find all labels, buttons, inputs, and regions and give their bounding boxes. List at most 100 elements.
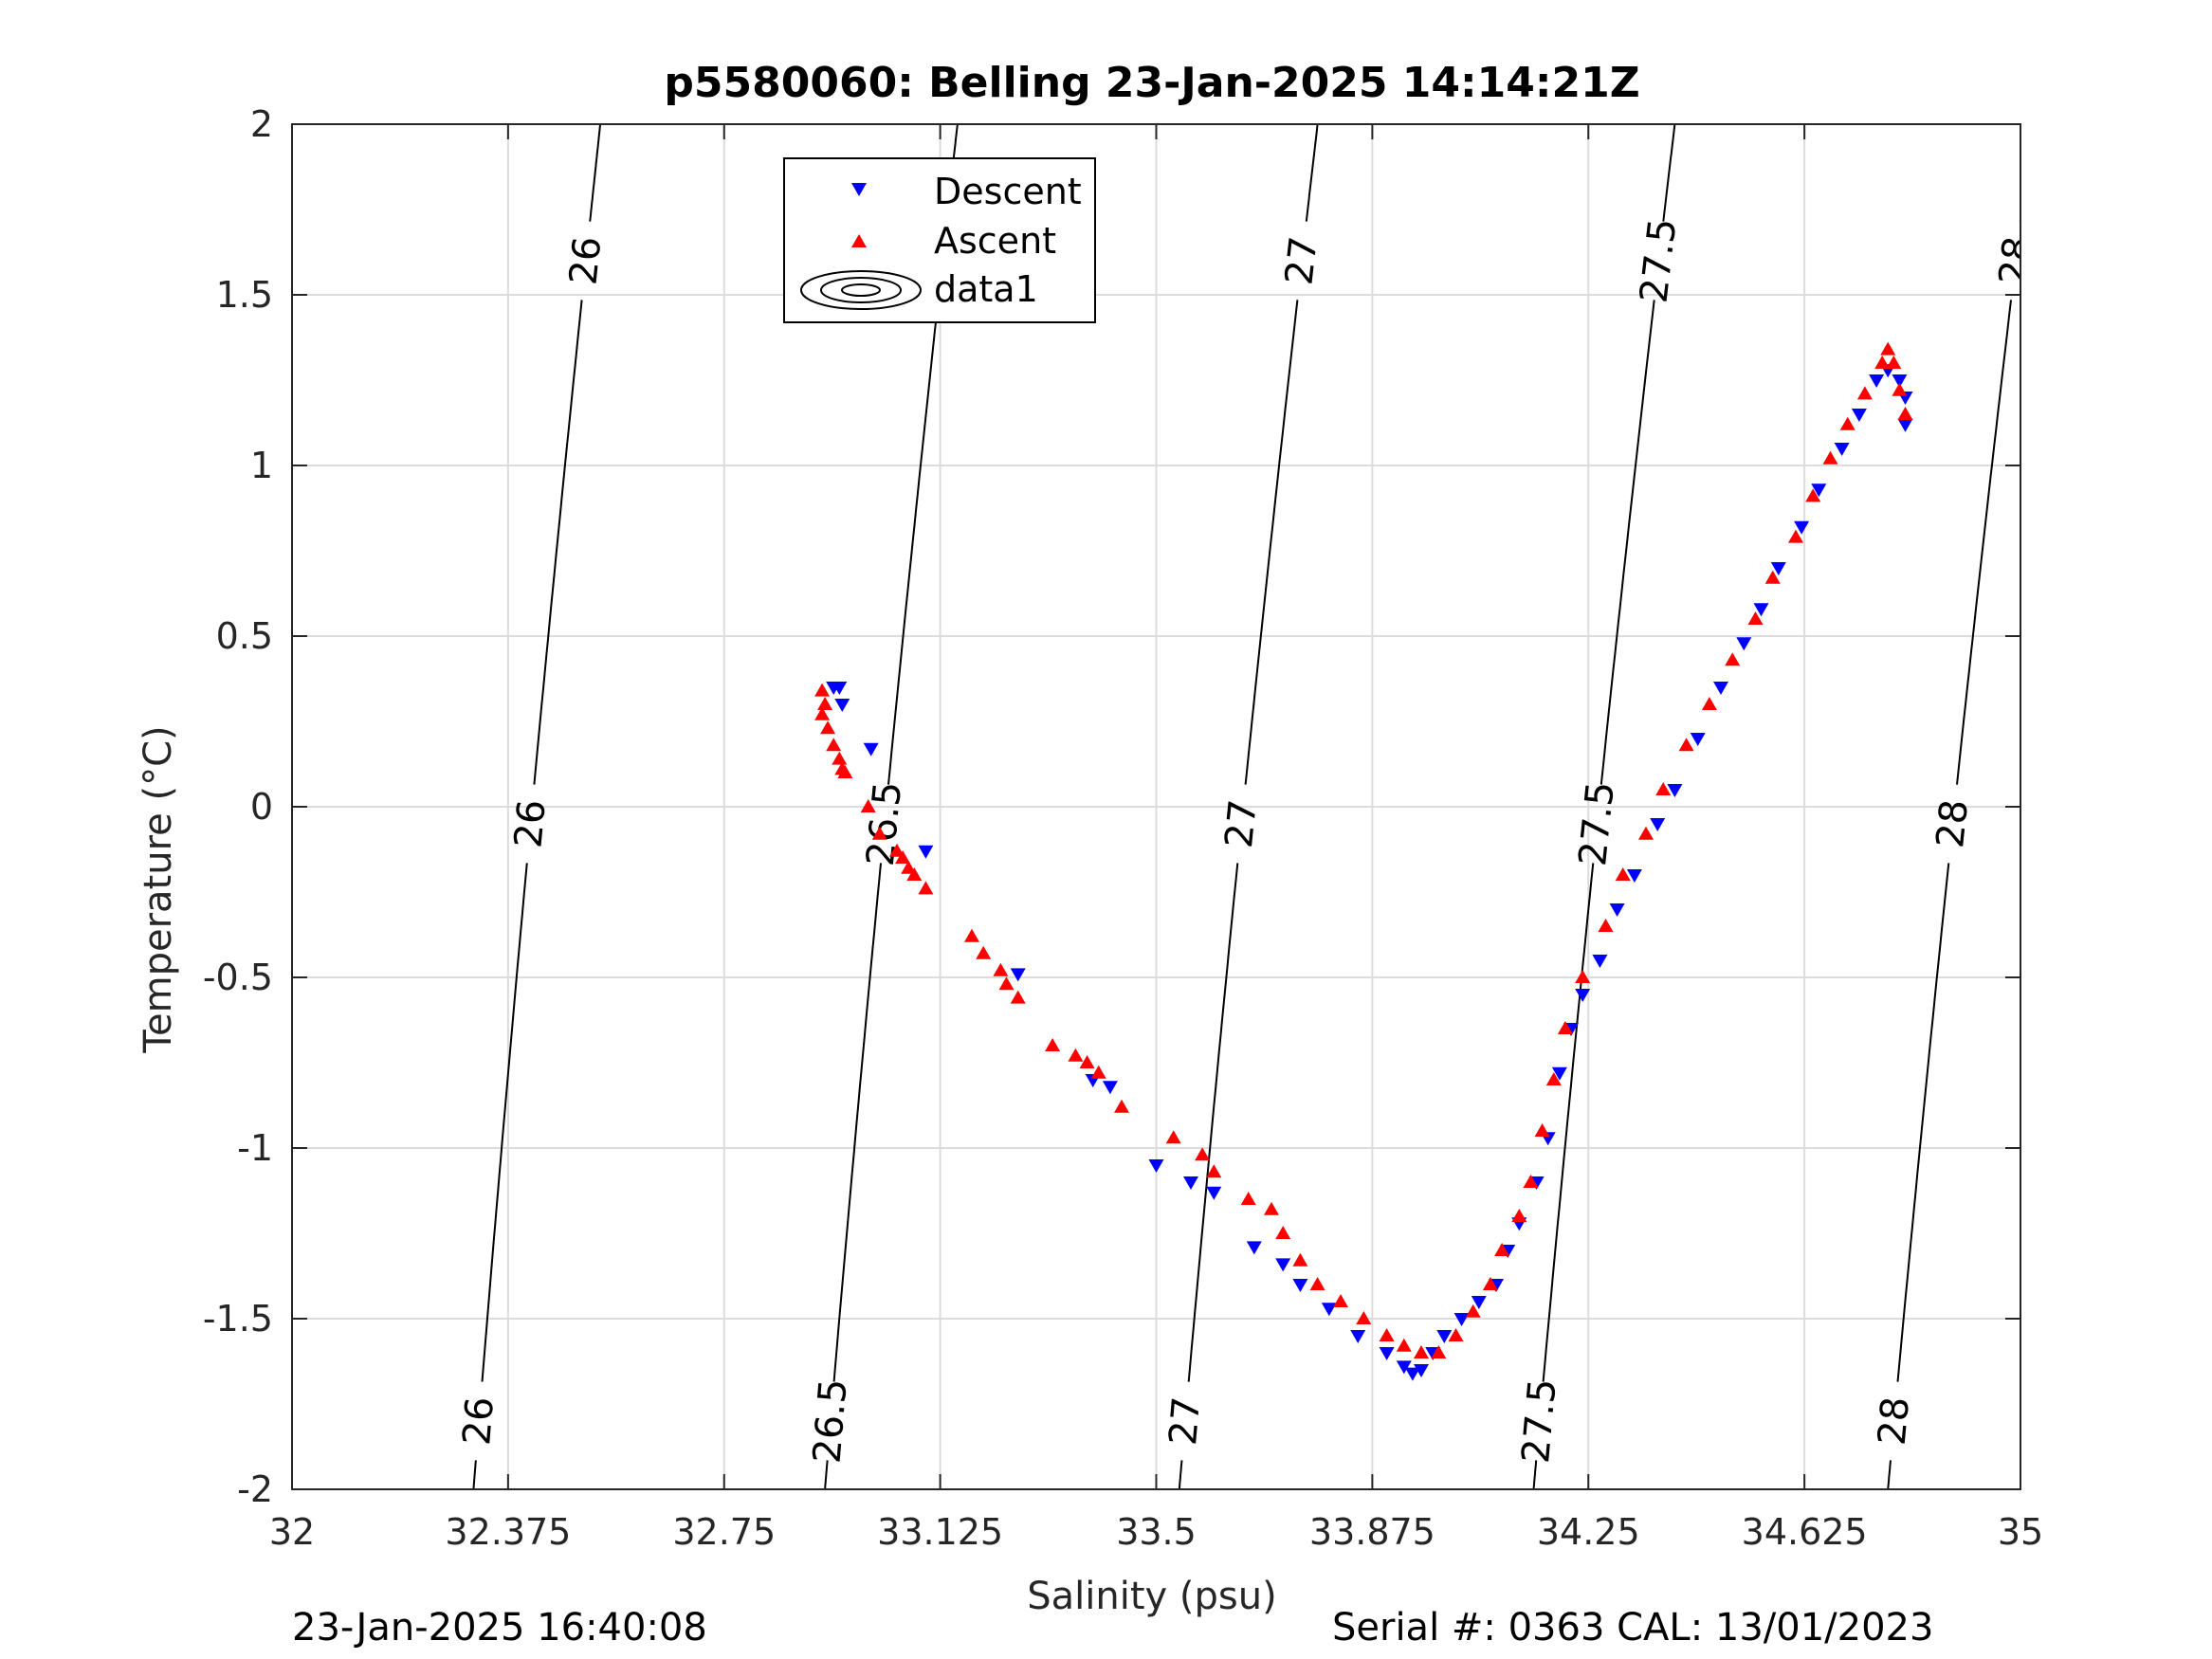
ascent-point — [1822, 450, 1838, 465]
y-tick-label: 1.5 — [216, 274, 273, 316]
legend-descent-label: Descent — [934, 171, 1082, 212]
isopycnal-label: 26 — [506, 798, 555, 850]
axis-ticks: 32 32.375 32.75 33.125 33.5 33.875 34.25 34.625… — [203, 103, 2043, 1553]
descent-point — [1753, 603, 1769, 617]
ascent-point — [918, 881, 934, 895]
descent-point — [1102, 1081, 1118, 1095]
descent-point — [1575, 989, 1591, 1002]
isopycnal-line — [824, 1460, 829, 1489]
descent-point — [1321, 1303, 1337, 1317]
descent-point — [918, 845, 934, 859]
isopycnal-label: 27 — [1277, 234, 1325, 287]
descent-point — [1010, 968, 1026, 982]
descent-point — [1414, 1364, 1429, 1377]
isopycnal-line — [832, 863, 882, 1382]
ascent-point — [1275, 1226, 1291, 1239]
x-tick-label: 35 — [1998, 1511, 2043, 1553]
legend: Descent Ascent data1 — [783, 157, 1096, 323]
descent-point — [1350, 1330, 1366, 1343]
ascent-point — [901, 860, 917, 874]
ascent-point — [1747, 611, 1764, 625]
ascent-point — [1309, 1277, 1325, 1290]
ascent-point — [1465, 1304, 1481, 1318]
ascent-point — [1511, 1209, 1527, 1222]
descent-point — [1292, 1279, 1308, 1292]
footer-serial-cal: Serial #: 0363 CAL: 13/01/2023 — [1332, 1606, 1933, 1650]
ascent-point — [832, 751, 848, 765]
ascent-point — [1379, 1328, 1395, 1341]
isopycnal-label: 26 — [561, 234, 610, 286]
ascent-point — [1545, 1072, 1562, 1085]
isopycnal-line — [1887, 1460, 1892, 1489]
ascent-point — [1206, 1164, 1222, 1178]
ascent-point — [1880, 341, 1896, 356]
isopycnal-line — [1305, 124, 1319, 222]
x-tick-label: 32.375 — [445, 1511, 571, 1553]
y-tick-label: -2 — [237, 1468, 273, 1510]
ascent-point — [1655, 782, 1672, 795]
descent-point — [1626, 869, 1642, 883]
isopycnal-label: 27 — [1161, 1395, 1209, 1448]
footer-timestamp: 23-Jan-2025 16:40:08 — [292, 1606, 707, 1650]
descent-point — [1453, 1313, 1470, 1326]
x-tick-label: 32 — [269, 1511, 315, 1553]
ascent-point — [1892, 382, 1908, 396]
isopycnal-label: 26.5 — [805, 1377, 855, 1466]
isopycnal-line — [1532, 1460, 1538, 1489]
ascent-point — [1431, 1345, 1447, 1358]
descent-point — [1713, 682, 1728, 695]
descent-point — [1892, 374, 1908, 388]
ascent-point — [1045, 1038, 1061, 1051]
descent-point — [1690, 733, 1706, 746]
ascent-point — [1356, 1311, 1372, 1324]
descent-point — [1379, 1347, 1395, 1360]
descent-point — [863, 742, 879, 757]
ascent-point — [1678, 738, 1694, 752]
descent-point — [1148, 1159, 1164, 1173]
x-tick-label: 33.5 — [1116, 1511, 1197, 1553]
isopycnal-line — [1187, 863, 1239, 1382]
legend-ascent-marker — [851, 234, 867, 247]
isopycnal-label: 28 — [1871, 1395, 1918, 1448]
isopycnal-line — [1244, 300, 1299, 785]
x-tick-label: 32.75 — [672, 1511, 776, 1553]
descent-point — [1592, 955, 1608, 968]
x-tick-label: 34.25 — [1537, 1511, 1640, 1553]
isopycnal-label: 26 — [455, 1395, 503, 1447]
ascent-point — [1874, 356, 1891, 369]
isopycnal-line — [887, 300, 940, 785]
ascent-point — [998, 976, 1015, 991]
legend-data1-label: data1 — [934, 268, 1038, 310]
ascent-point — [976, 945, 992, 959]
ascent-point — [1114, 1099, 1129, 1113]
ascent-point — [993, 962, 1009, 976]
x-tick-label: 33.125 — [877, 1511, 1003, 1553]
ascent-point — [889, 843, 905, 857]
isopycnal-label: 27.5 — [1514, 1377, 1565, 1466]
ascent-point — [1240, 1192, 1256, 1205]
ascent-point — [817, 697, 833, 710]
y-tick-label: -0.5 — [203, 957, 273, 998]
ascent-point — [1701, 697, 1717, 710]
descent-point — [1609, 903, 1625, 917]
descent-point — [1183, 1176, 1198, 1190]
descent-point — [1650, 818, 1666, 831]
descent-point — [1551, 1066, 1567, 1081]
descent-point — [834, 699, 850, 712]
ascent-point — [1482, 1277, 1498, 1290]
isopycnal-label: 27.5 — [1633, 216, 1686, 305]
ascent-point — [1788, 529, 1803, 543]
descent-point — [1471, 1296, 1487, 1309]
descent-point — [1869, 374, 1885, 388]
descent-point — [1436, 1330, 1453, 1343]
ascent-point — [860, 799, 876, 812]
legend-descent-marker — [851, 183, 867, 196]
ascent-point — [814, 683, 831, 697]
ascent-point — [1195, 1147, 1211, 1161]
ascent-point — [906, 867, 923, 881]
isopycnal-label: 28 — [1929, 797, 1977, 849]
ascent-point — [1534, 1123, 1550, 1137]
isopycnal-label: 27.5 — [1571, 779, 1623, 867]
descent-point — [1246, 1241, 1262, 1255]
